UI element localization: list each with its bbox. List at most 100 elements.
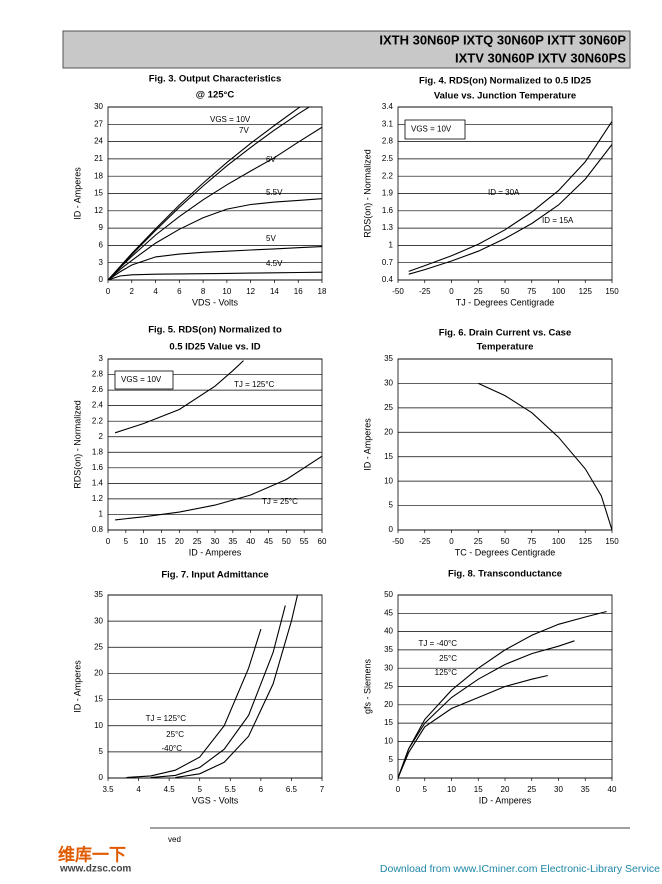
x-tick-label: 18 — [318, 287, 327, 296]
y-tick-label: 24 — [94, 137, 103, 146]
plot-area — [397, 358, 613, 531]
x-tick-label: 125 — [579, 287, 593, 296]
series-line — [108, 246, 322, 280]
x-tick-label: 100 — [552, 287, 566, 296]
x-tick-label: 15 — [157, 537, 166, 546]
y-tick-label: 2.2 — [382, 171, 394, 180]
chart-subtitle: Value vs. Junction Temperature — [434, 91, 576, 102]
x-tick-label: 60 — [318, 537, 327, 546]
x-tick-label: 0 — [449, 287, 454, 296]
y-tick-label: 25 — [384, 682, 393, 691]
y-tick-label: 21 — [94, 154, 103, 163]
x-tick-label: 7 — [320, 785, 325, 794]
x-tick-label: 40 — [246, 537, 255, 546]
y-tick-label: 15 — [94, 189, 103, 198]
series-label: TJ = 125°C — [146, 714, 187, 723]
y-tick-label: 27 — [94, 119, 103, 128]
y-tick-label: 1.6 — [382, 206, 394, 215]
x-axis-label: VDS - Volts — [192, 297, 239, 307]
chart-title: Fig. 8. Transconductance — [448, 569, 562, 580]
x-tick-label: 30 — [211, 537, 220, 546]
y-tick-label: 2.5 — [382, 154, 394, 163]
y-tick-label: 50 — [384, 590, 393, 599]
x-tick-label: 0 — [449, 537, 454, 546]
x-tick-label: 75 — [527, 287, 536, 296]
series-line — [398, 674, 548, 778]
x-tick-label: -50 — [392, 287, 404, 296]
x-tick-label: -25 — [419, 287, 431, 296]
series-line — [150, 605, 286, 778]
x-tick-label: 12 — [246, 287, 255, 296]
x-axis-label: VGS - Volts — [192, 795, 239, 805]
y-tick-label: 0.4 — [382, 275, 394, 284]
y-tick-label: 1.2 — [92, 494, 104, 503]
y-tick-label: 2 — [99, 432, 104, 441]
series-line — [108, 107, 301, 280]
x-tick-label: 20 — [501, 785, 510, 794]
y-tick-label: 15 — [384, 452, 393, 461]
x-axis-label: TC - Degrees Centigrade — [455, 547, 556, 557]
y-tick-label: 10 — [94, 721, 103, 730]
y-tick-label: 2.6 — [92, 385, 104, 394]
series-label: 5V — [266, 234, 276, 243]
y-tick-label: 1 — [99, 510, 104, 519]
chart-title: Fig. 3. Output Characteristics — [149, 74, 282, 85]
x-tick-label: 6 — [177, 287, 182, 296]
series-line — [408, 121, 612, 272]
download-note: Download from www.ICminer.com Electronic… — [380, 863, 660, 875]
y-tick-label: 10 — [384, 737, 393, 746]
series-line — [398, 610, 607, 778]
x-tick-label: 25 — [193, 537, 202, 546]
y-tick-label: 3.4 — [382, 102, 394, 111]
y-tick-label: 1.4 — [92, 478, 104, 487]
x-tick-label: 25 — [474, 537, 483, 546]
header-line: IXTH 30N60P IXTQ 30N60P IXTT 30N60P — [379, 32, 626, 47]
x-tick-label: 0 — [396, 785, 401, 794]
x-tick-label: 5.5 — [225, 785, 237, 794]
annotation: VGS = 10V — [121, 375, 162, 384]
series-label: 5.5V — [266, 188, 283, 197]
y-tick-label: 30 — [94, 616, 103, 625]
plot-area — [107, 594, 323, 779]
y-tick-label: 10 — [384, 476, 393, 485]
series-label: ID = 30A — [488, 188, 520, 197]
x-tick-label: 50 — [282, 537, 291, 546]
series-label: 125°C — [435, 668, 458, 677]
series-line — [126, 628, 262, 778]
y-tick-label: 0 — [99, 275, 104, 284]
y-tick-label: 3.1 — [382, 119, 394, 128]
x-tick-label: 4 — [136, 785, 141, 794]
x-tick-label: 4 — [153, 287, 158, 296]
y-tick-label: 20 — [94, 669, 103, 678]
annotation-box — [114, 370, 174, 390]
y-tick-label: 20 — [384, 700, 393, 709]
x-tick-label: -50 — [392, 537, 404, 546]
series-label: TJ = -40°C — [418, 639, 457, 648]
y-tick-label: 9 — [99, 223, 104, 232]
y-tick-label: 1.8 — [92, 447, 104, 456]
x-tick-label: 14 — [270, 287, 279, 296]
x-tick-label: 50 — [501, 287, 510, 296]
series-label: 4.5V — [266, 259, 283, 268]
x-tick-label: 15 — [474, 785, 483, 794]
series-line — [478, 382, 612, 530]
x-tick-label: 40 — [608, 785, 617, 794]
chart-subtitle: 0.5 ID25 Value vs. ID — [169, 342, 260, 353]
series-label: 25°C — [166, 730, 184, 739]
x-tick-label: 125 — [579, 537, 593, 546]
header-band — [62, 30, 631, 69]
y-axis-label: ID - Amperes — [72, 660, 82, 713]
series-line — [108, 271, 322, 280]
y-tick-label: 1.3 — [382, 223, 394, 232]
x-tick-label: 150 — [605, 287, 619, 296]
y-tick-label: 0.8 — [92, 525, 104, 534]
chart-subtitle: @ 125°C — [196, 90, 235, 101]
y-tick-label: 15 — [384, 718, 393, 727]
series-line — [175, 595, 299, 778]
y-tick-label: 40 — [384, 627, 393, 636]
x-tick-label: 25 — [527, 785, 536, 794]
chart-title: Fig. 7. Input Admittance — [161, 570, 268, 581]
y-tick-label: 3 — [99, 354, 104, 363]
x-tick-label: 55 — [300, 537, 309, 546]
